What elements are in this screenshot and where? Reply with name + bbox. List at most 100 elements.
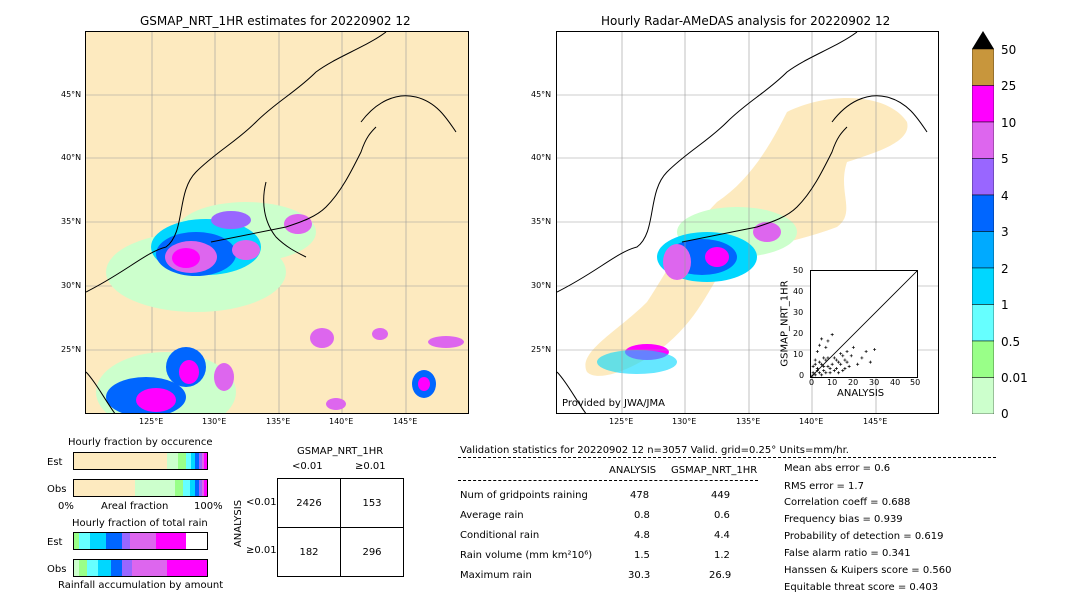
scatter-tick-x: 10 [827,378,838,387]
colorbar-segment [971,194,995,232]
scatter-tick-y: 0 [799,371,805,380]
contingency-cell: 153 [340,478,404,528]
left-lon-label: 145°E [393,417,418,426]
total-rain-title: Hourly fraction of total rain [72,518,208,529]
colorbar-label: 3 [1001,225,1009,239]
scatter-point [824,345,828,349]
validation-row-analysis: 4.8 [634,530,650,541]
contingency-cell: 296 [340,527,404,577]
validation-score: Hanssen & Kuipers score = 0.560 [784,565,952,576]
left-lat-label: 30°N [61,281,82,290]
colorbar-label: 50 [1001,43,1017,57]
scatter-point [868,360,872,364]
map-credit: Provided by JWA/JMA [562,398,665,409]
right-map-canvas [557,32,938,413]
colorbar-label: 10 [1001,116,1017,130]
validation-row-label: Maximum rain [460,570,532,581]
scatter-point [822,364,826,368]
scatter-point [832,369,836,373]
colorbar-segment [971,377,995,415]
colorbar-segment [971,304,995,342]
scatter-point [841,369,845,373]
contingency-cell: 182 [277,527,341,577]
scatter-point [841,354,845,358]
validation-row-analysis: 0.8 [634,510,650,521]
colorbar-label: 1 [1001,298,1009,312]
validation-row-gsmap: 26.9 [709,570,732,581]
scatter-point [813,358,817,362]
scatter-point [824,371,828,375]
colorbar-label: 2 [1001,262,1009,276]
scatter-point [828,371,832,375]
scatter-point [822,356,826,360]
colorbar-segment [971,231,995,269]
left-lon-label: 125°E [139,417,164,426]
scatter-point [820,337,824,341]
scatter-point [826,356,830,360]
scatter-point [847,364,851,368]
left-lat-label: 35°N [61,217,82,226]
occurrence-bar-obs [73,479,208,497]
colorbar-segment [971,158,995,196]
occurrence-bar-est [73,452,208,470]
right-map-title: Hourly Radar-AMeDAS analysis for 2022090… [601,14,891,28]
scatter-point [826,364,830,368]
right-lon-label: 145°E [863,417,888,426]
right-map: 50 40 30 20 10 0 0 10 20 30 40 50 ANALYS… [556,31,939,414]
scatter-point [845,360,849,364]
right-lat-label: 30°N [531,281,552,290]
occurrence-axis-right: 100% [194,501,223,512]
scatter-xlabel: ANALYSIS [837,388,885,399]
scatter-point [826,339,830,343]
scatter-point [834,358,838,362]
total-rain-footer: Rainfall accumulation by amount [58,580,224,591]
scatter-point [830,333,834,337]
left-lon-label: 140°E [329,417,354,426]
occurrence-axis-mid: Areal fraction [101,501,169,512]
scatter-point [822,369,826,373]
validation-row-gsmap: 4.4 [714,530,730,541]
colorbar-label: 25 [1001,79,1017,93]
scatter-tick-x: 30 [869,378,880,387]
scatter-point [815,350,819,354]
scatter-point [864,350,868,354]
scatter-point [837,371,841,375]
total-rain-bar-obs [73,559,208,577]
left-map-canvas [86,32,468,413]
right-lon-label: 140°E [799,417,824,426]
left-lon-label: 135°E [266,417,291,426]
validation-score: Mean abs error = 0.6 [784,463,891,474]
scatter-point [828,367,832,371]
validation-col-gsmap: GSMAP_NRT_1HR [671,465,758,476]
scatter-point [820,362,824,366]
left-lat-label: 45°N [61,90,82,99]
left-rain-field [96,202,464,413]
scatter-tick-x: 50 [910,378,921,387]
scatter-point [811,371,815,375]
validation-row-gsmap: 449 [711,490,731,501]
scatter-point [813,373,817,377]
validation-row-gsmap: 1.2 [714,550,730,561]
scatter-point [834,367,838,371]
validation-subdivider [458,480,758,481]
scatter-canvas [810,270,918,378]
scatter-ylabel: GSMAP_NRT_1HR [779,280,791,367]
colorbar-canvas [971,31,995,415]
occurrence-axis-left: 0% [58,501,74,512]
scatter-tick-y: 10 [793,350,804,359]
validation-row-analysis: 1.5 [634,550,650,561]
scatter-point [817,343,821,347]
colorbar-label: 0.5 [1001,335,1021,349]
scatter-diagonal [810,270,918,378]
left-map [85,31,469,414]
left-lat-label: 40°N [61,153,82,162]
scatter-inset [810,270,918,378]
right-lat-label: 25°N [531,345,552,354]
right-rain-field [585,98,908,376]
scatter-tick-x: 40 [890,378,901,387]
right-lon-label: 135°E [736,417,761,426]
scatter-tick-x: 20 [848,378,859,387]
scatter-tick-x: 0 [809,378,815,387]
scatter-point [849,354,853,358]
validation-row-label: Num of gridpoints raining [460,490,588,501]
